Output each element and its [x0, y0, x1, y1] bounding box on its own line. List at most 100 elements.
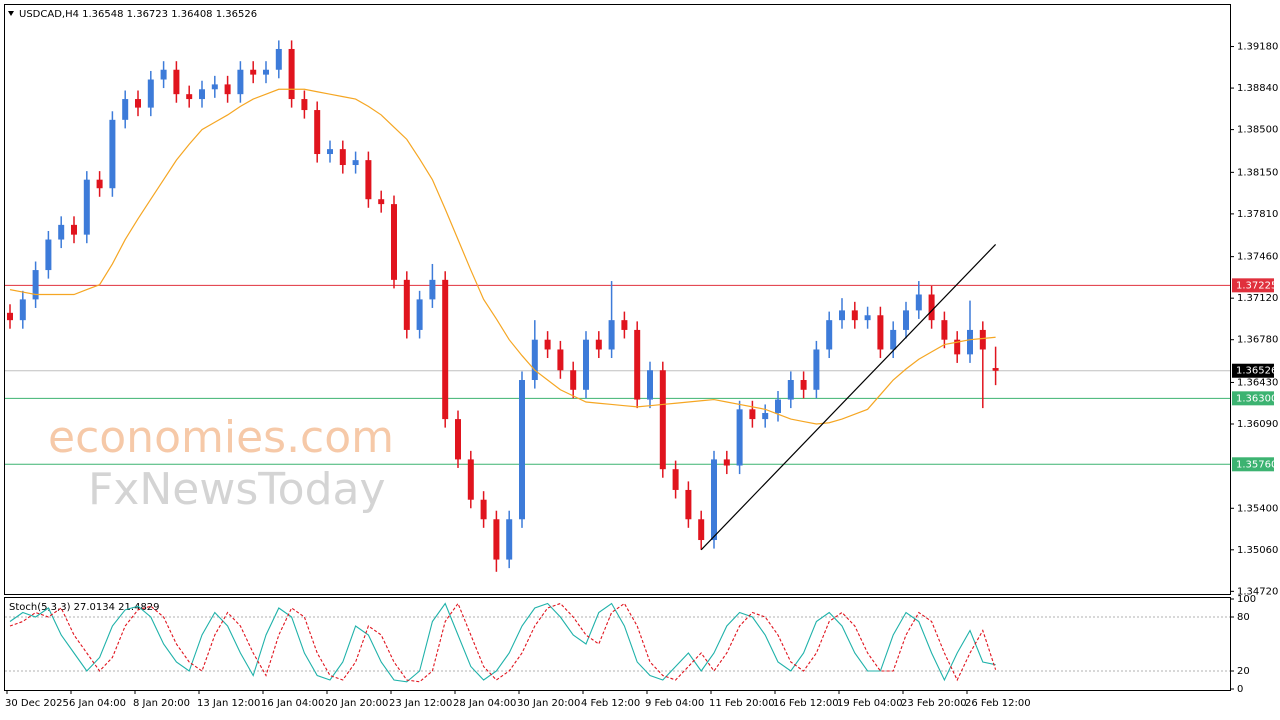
candle-body — [467, 459, 474, 500]
candle-body — [839, 310, 845, 321]
level-label: 1.36526 — [1236, 366, 1277, 377]
candle-body — [749, 409, 756, 420]
moving-average — [9, 88, 996, 425]
candle-body — [647, 370, 653, 400]
x-tick-label: 19 Feb 04:00 — [837, 698, 903, 709]
candle-body — [301, 99, 308, 111]
candle-body — [915, 294, 922, 311]
candle-body — [864, 315, 871, 321]
watermark: economies.com — [48, 412, 394, 463]
candle-body — [979, 329, 986, 350]
x-tick-label: 23 Feb 20:00 — [901, 698, 967, 709]
stoch-panel — [4, 597, 1231, 691]
candle-body — [173, 69, 180, 95]
y-tick-label: 1.36090 — [1237, 419, 1278, 430]
candle-body — [762, 412, 769, 420]
y-tick-label: 1.37810 — [1237, 209, 1278, 220]
candle-body — [45, 239, 52, 271]
x-tick-label: 6 Jan 04:00 — [69, 698, 126, 709]
candle-body — [199, 89, 205, 100]
candle-body — [557, 349, 564, 371]
y-tick-label: 1.34720 — [1237, 586, 1278, 597]
level-tag — [1232, 363, 1274, 378]
y-tick-label: 80 — [1237, 612, 1250, 623]
candle-body — [480, 499, 487, 520]
candle-body — [698, 519, 705, 541]
y-tick-label: 0 — [1237, 684, 1243, 695]
y-tick-label: 100 — [1237, 594, 1256, 605]
candle-body — [186, 94, 193, 100]
stoch-line — [9, 602, 997, 683]
candle-body — [160, 69, 167, 80]
level-label: 1.36300 — [1236, 393, 1277, 404]
candle-body — [58, 224, 65, 240]
candle-body — [685, 489, 692, 520]
candle-body — [992, 368, 999, 371]
candle-body — [634, 329, 641, 400]
candle-body — [903, 310, 909, 330]
y-tick-label: 1.38500 — [1237, 125, 1278, 136]
main-panel — [4, 4, 1231, 595]
level-tag — [1232, 391, 1274, 406]
candle-body — [250, 69, 257, 75]
candle-body — [7, 312, 13, 321]
candle-body — [775, 399, 781, 413]
y-tick-label: 1.38840 — [1237, 83, 1278, 94]
x-tick-label: 26 Feb 12:00 — [965, 698, 1031, 709]
candle-body — [851, 310, 858, 321]
candle-body — [32, 270, 39, 300]
candle-body — [391, 204, 397, 280]
candle-body — [506, 519, 513, 560]
candle-body — [659, 370, 666, 470]
candle-body — [570, 370, 577, 390]
candle-body — [455, 419, 461, 460]
candle-body — [339, 149, 346, 166]
candle-body — [531, 339, 538, 381]
candle-body — [122, 99, 129, 120]
stoch-line — [9, 602, 996, 683]
y-tick-label: 1.38150 — [1237, 167, 1278, 178]
candle-body — [595, 339, 602, 350]
y-tick-label: 1.36430 — [1237, 377, 1278, 388]
candle-body — [211, 84, 218, 90]
candle-body — [288, 48, 295, 100]
x-tick-label: 23 Jan 12:00 — [389, 698, 452, 709]
candle-body — [967, 329, 973, 355]
x-tick-label: 30 Dec 2025 — [5, 698, 69, 709]
x-tick-label: 9 Feb 04:00 — [645, 698, 704, 709]
candle-body — [928, 294, 935, 321]
indicator-title: Stoch(5,3,3) 27.0134 21.4829 — [9, 602, 160, 613]
y-tick-label: 1.37120 — [1237, 293, 1278, 304]
candle-body — [711, 459, 717, 541]
x-tick-label: 20 Jan 20:00 — [325, 698, 388, 709]
candle-body — [941, 320, 948, 340]
y-tick-label: 1.35060 — [1237, 545, 1278, 556]
candle-body — [608, 320, 615, 350]
candle-body — [403, 279, 410, 330]
x-tick-label: 4 Feb 12:00 — [581, 698, 640, 709]
candle-body — [583, 339, 589, 390]
x-tick-label: 28 Jan 04:00 — [453, 698, 516, 709]
menu-arrow[interactable] — [8, 11, 14, 16]
candle-body — [237, 69, 244, 95]
x-tick-label: 16 Jan 04:00 — [261, 698, 324, 709]
candle-body — [877, 315, 884, 350]
candle-body — [672, 469, 679, 490]
candle-body — [327, 149, 333, 155]
candle-body — [544, 339, 551, 350]
candle-body — [263, 69, 269, 75]
x-tick-label: 13 Jan 12:00 — [197, 698, 260, 709]
candle-body — [429, 279, 436, 300]
level-label: 1.35760 — [1236, 459, 1277, 470]
candle-body — [224, 84, 231, 95]
y-tick-label: 1.37460 — [1237, 252, 1278, 263]
y-tick-label: 1.39180 — [1237, 42, 1278, 53]
candle-body — [378, 199, 385, 205]
candle-body — [109, 119, 116, 189]
candle-body — [352, 160, 359, 166]
candle-body — [71, 224, 77, 235]
candle-body — [96, 179, 103, 189]
trendline — [700, 244, 997, 551]
